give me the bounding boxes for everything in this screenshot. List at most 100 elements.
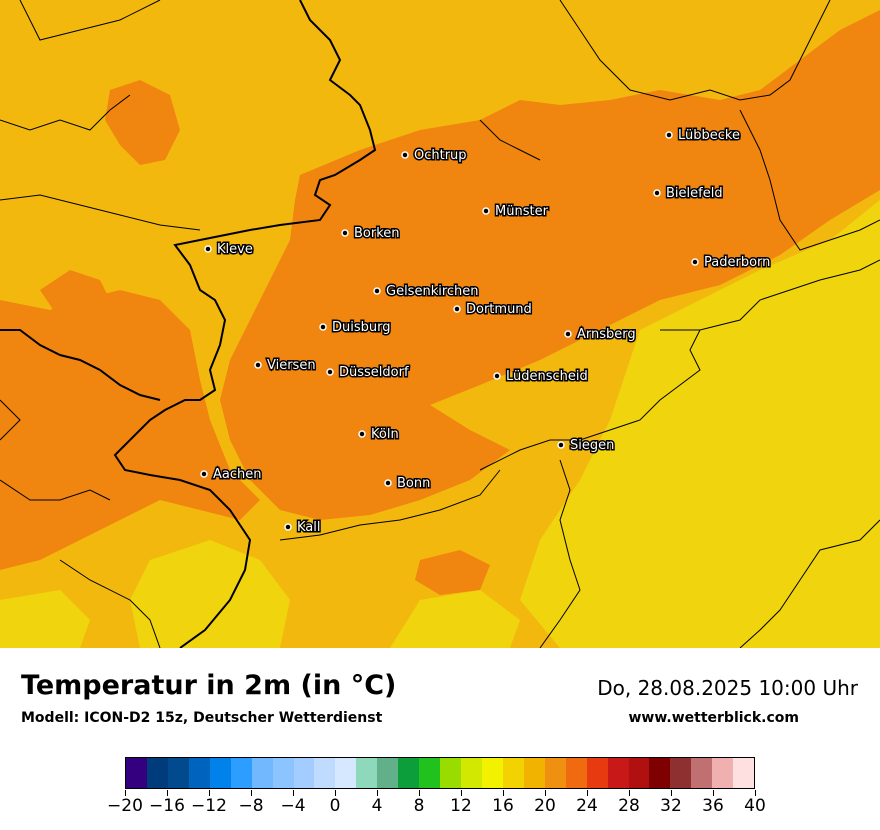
colorbar-segment — [440, 758, 461, 788]
colorbar-tick — [125, 790, 126, 796]
city-label: Viersen — [267, 358, 316, 373]
colorbar-tick — [377, 790, 378, 796]
colorbar-tick-label: −16 — [149, 796, 185, 816]
city-marker-dot — [665, 131, 673, 139]
colorbar-segment — [586, 758, 608, 788]
colorbar-tick — [629, 790, 630, 796]
colorbar-tick — [671, 790, 672, 796]
colorbar-segment — [523, 758, 545, 788]
colorbar-segment — [544, 758, 566, 788]
city-label: Ochtrup — [414, 148, 467, 163]
colorbar-segment — [146, 758, 168, 788]
city-label: Siegen — [570, 438, 614, 453]
colorbar-tick — [293, 790, 294, 796]
colorbar-tick — [503, 790, 504, 796]
colorbar-tick — [587, 790, 588, 796]
city-marker-dot — [254, 361, 262, 369]
colorbar-tick-label: 36 — [702, 796, 724, 816]
colorbar-tick-label: −4 — [280, 796, 306, 816]
colorbar-tick — [545, 790, 546, 796]
colorbar-segment — [461, 758, 482, 788]
map-legend-panel: Temperatur in 2m (in °C) Modell: ICON-D2… — [0, 648, 880, 830]
colorbar-segment — [356, 758, 378, 788]
colorbar-tick — [419, 790, 420, 796]
colorbar-segment — [481, 758, 503, 788]
colorbar-tick — [461, 790, 462, 796]
colorbar-segment — [126, 758, 147, 788]
city-marker-dot — [326, 368, 334, 376]
colorbar-tick-label: 24 — [576, 796, 598, 816]
city-marker-dot — [493, 372, 501, 380]
colorbar-tick — [209, 790, 210, 796]
colorbar-tick — [335, 790, 336, 796]
colorbar-segment — [502, 758, 524, 788]
colorbar-tick-label: 20 — [534, 796, 556, 816]
colorbar-segment — [335, 758, 357, 788]
city-label: Düsseldorf — [339, 365, 409, 380]
colorbar-tick-label: 8 — [413, 796, 425, 816]
city-marker-dot — [200, 470, 208, 478]
temperature-colorbar — [125, 757, 755, 789]
colorbar-segment — [565, 758, 587, 788]
city-label: Dortmund — [466, 302, 532, 317]
colorbar-tick-label: 12 — [450, 796, 472, 816]
colorbar-segment — [209, 758, 231, 788]
colorbar-tick — [755, 790, 756, 796]
colorbar-segment — [377, 758, 399, 788]
colorbar-tick-label: −12 — [191, 796, 227, 816]
colorbar-segment — [293, 758, 315, 788]
colorbar-segment — [188, 758, 210, 788]
colorbar-segment — [628, 758, 650, 788]
forecast-datetime: Do, 28.08.2025 10:00 Uhr — [597, 676, 858, 700]
colorbar-segment — [649, 758, 671, 788]
city-label: Münster — [495, 204, 549, 219]
city-marker-dot — [284, 523, 292, 531]
colorbar-segment — [167, 758, 189, 788]
city-marker-dot — [453, 305, 461, 313]
colorbar-segment — [230, 758, 252, 788]
city-label: Köln — [371, 427, 399, 442]
colorbar-tick — [167, 790, 168, 796]
city-marker-dot — [482, 207, 490, 215]
colorbar-segment — [670, 758, 692, 788]
cool-temperature-areas — [0, 110, 880, 648]
city-marker-dot — [384, 479, 392, 487]
city-marker-dot — [557, 441, 565, 449]
city-label: Kall — [297, 520, 321, 535]
city-marker-dot — [564, 330, 572, 338]
city-label: Bielefeld — [666, 186, 723, 201]
temperature-map: Lübbecke Ochtrup Bielefeld Münster Kleve Bork… — [0, 0, 880, 648]
city-label: Arnsberg — [577, 327, 636, 342]
city-label: Aachen — [213, 467, 261, 482]
colorbar-tick-label: 40 — [744, 796, 766, 816]
colorbar-segment — [272, 758, 294, 788]
city-label: Borken — [354, 226, 400, 241]
colorbar-tick-label: −20 — [107, 796, 143, 816]
city-label: Paderborn — [704, 255, 770, 270]
city-marker-dot — [204, 245, 212, 253]
city-markers: Lübbecke Ochtrup Bielefeld Münster Kleve Bork… — [200, 127, 772, 537]
city-label: Bonn — [397, 476, 430, 491]
colorbar-tick-label: −8 — [238, 796, 264, 816]
colorbar-ticks: −20 −16 −12 −8 −4 0 4 8 12 16 20 24 28 32 36 40 — [0, 790, 880, 820]
colorbar-tick-label: 0 — [329, 796, 341, 816]
city-marker-dot — [319, 323, 327, 331]
colorbar-segment — [314, 758, 336, 788]
city-marker-dot — [341, 229, 349, 237]
border-lines — [0, 0, 880, 648]
colorbar-tick-label: 28 — [618, 796, 640, 816]
colorbar-tick-label: 4 — [371, 796, 383, 816]
colorbar-segment — [398, 758, 420, 788]
colorbar-segment — [712, 758, 734, 788]
city-marker-dot — [373, 287, 381, 295]
colorbar-tick — [713, 790, 714, 796]
city-label: Lübbecke — [678, 128, 740, 143]
city-marker-dot — [401, 151, 409, 159]
temperature-map-canvas: Lübbecke Ochtrup Bielefeld Münster Kleve Bork… — [0, 0, 880, 648]
colorbar-segment — [691, 758, 713, 788]
city-label: Kleve — [217, 242, 253, 257]
colorbar-tick-label: 32 — [660, 796, 682, 816]
city-marker-dot — [358, 430, 366, 438]
city-label: Duisburg — [332, 320, 391, 335]
map-subtitle: Modell: ICON-D2 15z, Deutscher Wetterdie… — [21, 710, 383, 726]
